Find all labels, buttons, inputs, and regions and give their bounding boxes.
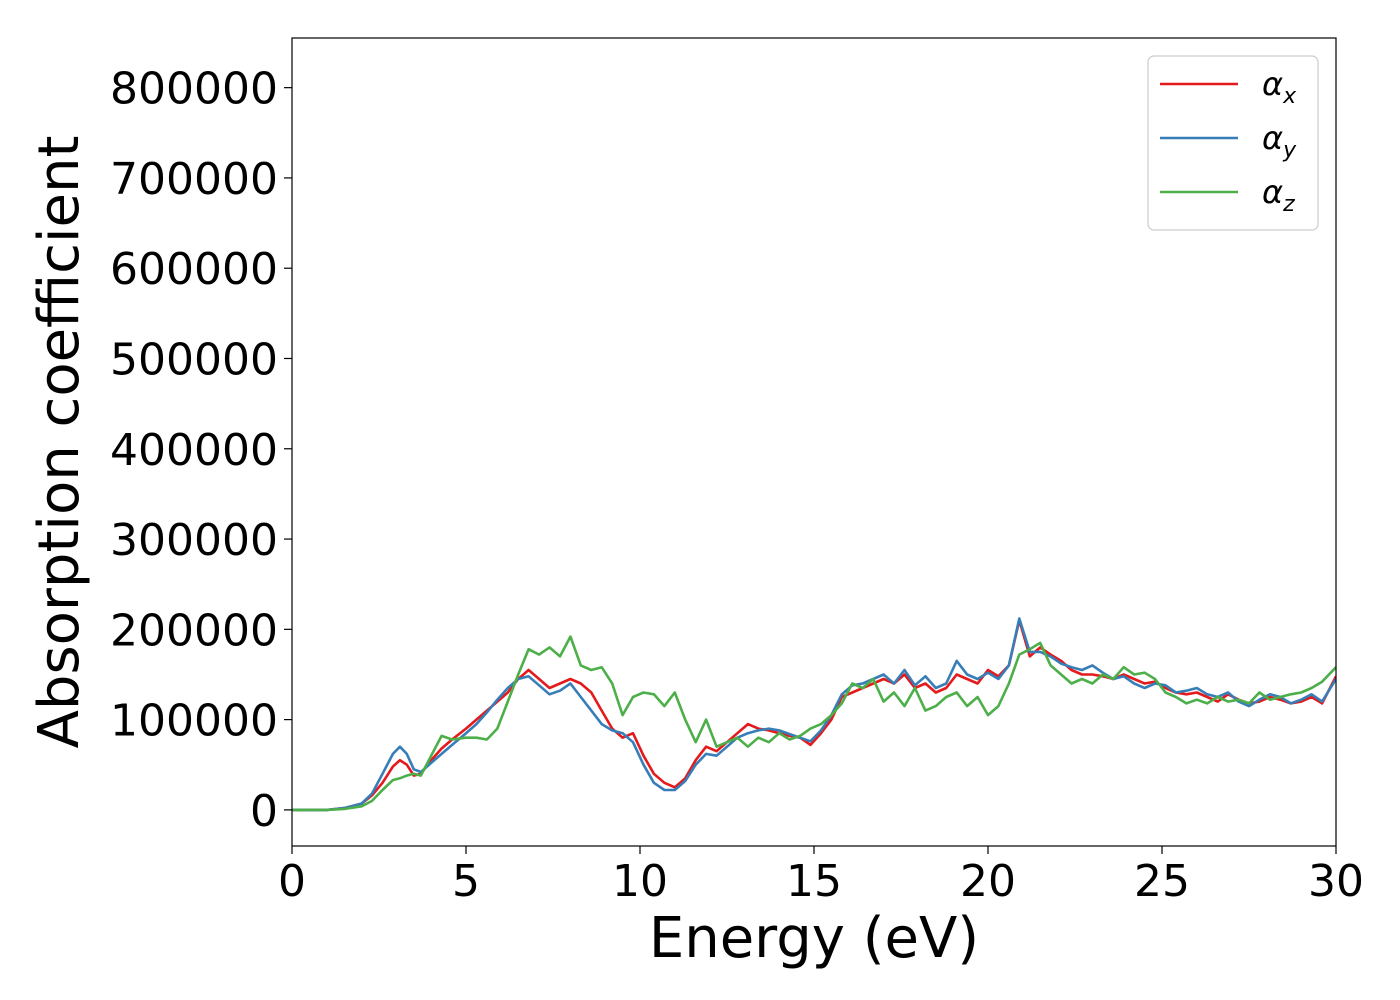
series-layer — [292, 617, 1336, 812]
y-tick-label: 300000 — [110, 515, 278, 566]
x-tick-label: 15 — [786, 856, 842, 907]
y-axis-title: Absorption coefficient — [27, 136, 92, 749]
legend-label-x: αx — [1262, 65, 1297, 109]
x-tick-label: 20 — [960, 856, 1016, 907]
series-line-y — [292, 617, 1336, 812]
legend: αx αy αz — [1147, 55, 1319, 231]
x-tick-label: 5 — [452, 856, 480, 907]
legend-box — [1147, 55, 1319, 231]
x-tick-label: 0 — [278, 856, 306, 907]
x-tick-label: 30 — [1308, 856, 1364, 907]
y-tick-label: 600000 — [110, 244, 278, 295]
x-tick-label: 25 — [1134, 856, 1190, 907]
y-tick-label: 500000 — [110, 334, 278, 385]
x-tick-label: 10 — [612, 856, 668, 907]
y-tick-label: 700000 — [110, 154, 278, 205]
y-tick-label: 400000 — [110, 425, 278, 476]
legend-label-y: αy — [1262, 119, 1297, 163]
y-tick-label: 800000 — [110, 64, 278, 115]
tick-layer: 0 5 10 15 20 25 30 0 100000 200000 300000 400000 500… — [110, 64, 1364, 907]
series-line-z — [292, 635, 1336, 812]
x-axis-title: Energy (eV) — [649, 906, 979, 971]
y-tick-label: 200000 — [110, 605, 278, 656]
legend-label-z: αz — [1262, 173, 1295, 217]
y-tick-label: 0 — [250, 786, 278, 837]
y-tick-label: 100000 — [110, 696, 278, 747]
